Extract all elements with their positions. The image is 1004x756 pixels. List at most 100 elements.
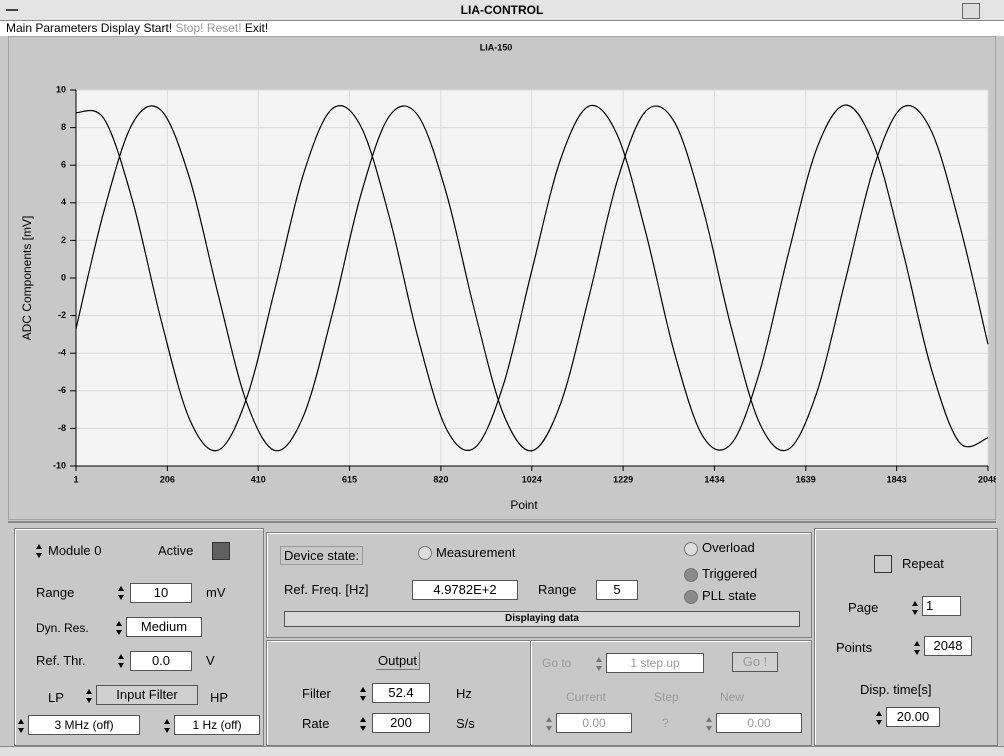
disp-time-field[interactable]: 20.00: [886, 707, 940, 727]
go-button[interactable]: Go !: [732, 652, 778, 672]
spinner[interactable]: [36, 543, 43, 559]
refthr-label: Ref. Thr.: [36, 653, 86, 668]
spinner[interactable]: [118, 653, 125, 669]
spinner[interactable]: [546, 716, 553, 732]
spinner[interactable]: [914, 640, 921, 656]
repeat-checkbox[interactable]: [874, 555, 892, 573]
x-tick-label: 1229: [613, 474, 633, 484]
device-range-label: Range: [538, 582, 577, 597]
active-indicator: [212, 542, 230, 560]
y-tick-label: -10: [53, 460, 66, 470]
x-tick-label: 615: [342, 474, 357, 484]
x-tick-label: 206: [160, 474, 175, 484]
menu-item[interactable]: Parameters: [35, 21, 98, 35]
triggered-led: [684, 568, 698, 582]
x-tick-label: 1434: [704, 474, 724, 484]
new-field: 0.00: [716, 713, 802, 733]
measurement-led: [418, 546, 432, 560]
pll-led: [684, 590, 698, 604]
menu-item[interactable]: Stop!: [175, 21, 204, 35]
range-unit: mV: [206, 585, 226, 600]
pll-label: PLL state: [702, 588, 757, 603]
menu-item[interactable]: Reset!: [206, 21, 242, 35]
spinner[interactable]: [912, 600, 919, 616]
goto-panel: [530, 640, 812, 746]
rate-label: Rate: [302, 716, 330, 731]
step-label: Step: [654, 690, 679, 704]
current-label: Current: [566, 690, 607, 704]
display-panel: [814, 528, 998, 746]
scrollbar[interactable]: [0, 746, 1004, 756]
triggered-label: Triggered: [702, 566, 758, 581]
rate-field[interactable]: 200: [372, 713, 430, 733]
x-tick-label: 820: [433, 474, 448, 484]
menu-bar: [0, 21, 1004, 36]
points-field[interactable]: 2048: [924, 636, 972, 656]
new-label: New: [720, 690, 745, 704]
spinner[interactable]: [118, 585, 125, 601]
device-range-field: 5: [596, 580, 638, 600]
lp-field[interactable]: 3 MHz (off): [28, 715, 140, 735]
y-tick-label: 8: [61, 122, 66, 132]
spinner[interactable]: [360, 686, 367, 702]
spinner[interactable]: [18, 718, 25, 734]
window-title: LIA-CONTROL: [460, 3, 544, 17]
x-tick-label: 1: [73, 474, 78, 484]
refthr-unit: V: [206, 653, 215, 668]
y-tick-label: 4: [61, 197, 66, 207]
y-axis-label: ADC Components [mV]: [20, 216, 34, 341]
spinner[interactable]: [706, 716, 713, 732]
hp-field[interactable]: 1 Hz (off): [174, 715, 260, 735]
range-field[interactable]: 10: [130, 583, 192, 603]
filter-field[interactable]: 52.4: [372, 683, 430, 703]
x-tick-label: 410: [251, 474, 266, 484]
data-line: [75, 104, 989, 452]
refthr-field[interactable]: 0.0: [130, 651, 192, 671]
filter-label: Filter: [302, 686, 331, 701]
module-select[interactable]: Module 0: [48, 543, 102, 558]
spinner[interactable]: [86, 688, 93, 704]
active-label: Active: [158, 543, 194, 558]
status-bar: Displaying data: [284, 611, 800, 627]
y-tick-label: 6: [61, 160, 66, 170]
x-tick-label: 2048: [978, 474, 996, 484]
hp-label: HP: [210, 690, 229, 705]
menu: Main Parameters Display Start! Stop! Res…: [6, 21, 268, 35]
spinner[interactable]: [360, 716, 367, 732]
spinner[interactable]: [876, 710, 883, 726]
x-tick-label: 1024: [522, 474, 542, 484]
overload-led: [684, 542, 698, 556]
chart-title: LIA-150: [480, 42, 513, 52]
y-tick-label: 2: [61, 235, 66, 245]
data-line: [75, 104, 989, 452]
step-value: ?: [662, 716, 669, 730]
dynres-field[interactable]: Medium: [126, 617, 202, 637]
spinner[interactable]: [164, 718, 171, 734]
system-menu[interactable]: [6, 9, 18, 11]
dynres-label: Dyn. Res.: [36, 621, 89, 635]
measurement-label: Measurement: [436, 545, 516, 560]
repeat-label: Repeat: [902, 556, 944, 571]
spinner[interactable]: [596, 656, 603, 672]
spinner[interactable]: [116, 620, 123, 636]
ref-freq-field: 4.9782E+2: [412, 580, 518, 600]
y-tick-label: 0: [61, 272, 66, 282]
filter-unit: Hz: [456, 686, 472, 701]
rate-unit: S/s: [456, 716, 475, 731]
input-filter-button[interactable]: Input Filter: [96, 685, 198, 705]
device-state-label: Device state:: [280, 546, 364, 565]
y-tick-label: -2: [58, 310, 66, 320]
menu-item[interactable]: Exit!: [244, 21, 269, 35]
goto-field[interactable]: 1 step up: [606, 653, 704, 673]
menu-item[interactable]: Display: [100, 21, 141, 35]
range-label: Range: [36, 585, 75, 600]
current-field: 0.00: [556, 713, 632, 733]
page-field[interactable]: 1: [922, 596, 961, 616]
menu-item[interactable]: Main: [6, 21, 33, 35]
menu-item[interactable]: Start!: [143, 21, 173, 35]
ref-freq-label: Ref. Freq. [Hz]: [284, 582, 369, 597]
x-tick-label: 1843: [887, 474, 907, 484]
output-title: Output: [376, 652, 421, 670]
minimize-button[interactable]: [962, 3, 980, 19]
goto-label: Go to: [542, 656, 572, 670]
